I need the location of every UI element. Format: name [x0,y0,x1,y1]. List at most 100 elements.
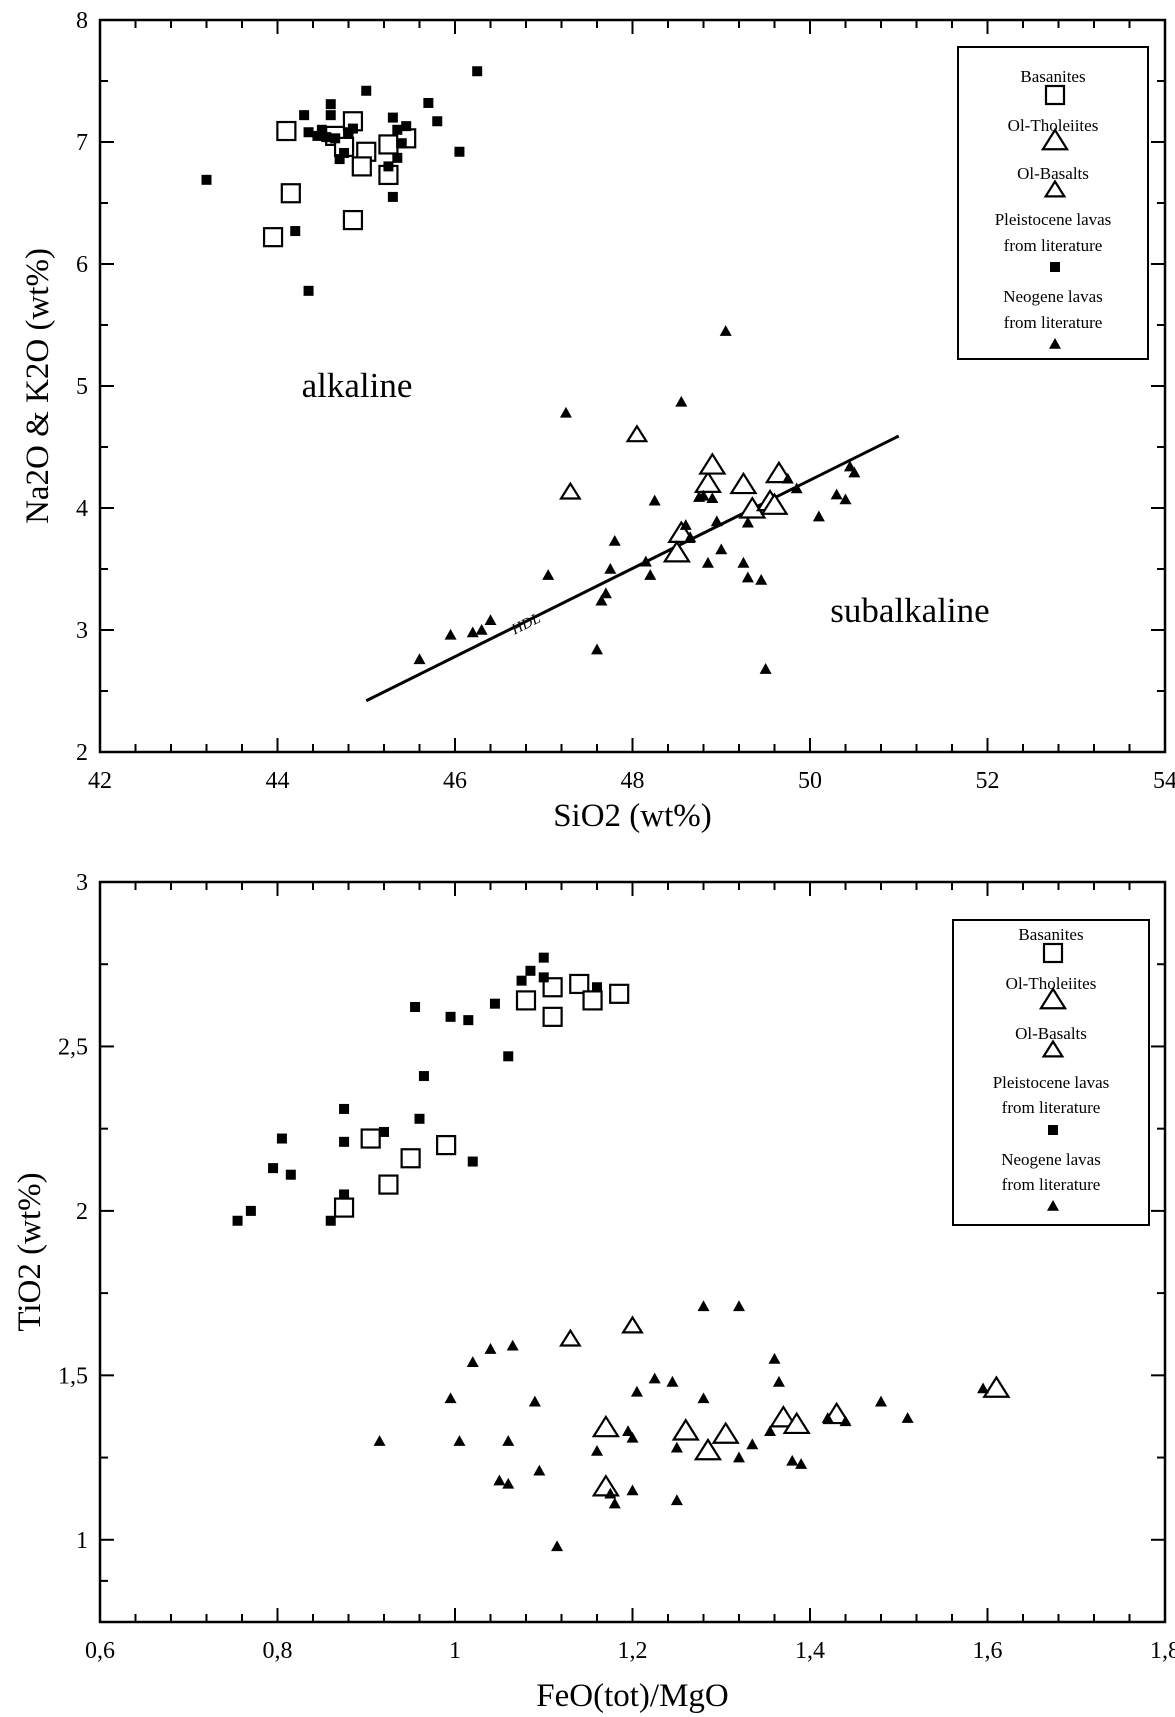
hdl-line [365,434,900,703]
x-tick-label: 48 [621,768,645,794]
data-point-filled-triangle [670,1494,683,1506]
x-tick-label: 46 [443,768,467,794]
data-point-filled-square [432,116,443,127]
data-point-filled-square [245,1205,256,1216]
legend-marker-open-square [1044,84,1066,106]
legend-label: Pleistocene lavas from literature [993,1073,1110,1117]
x-axis-title: FeO(tot)/MgO [536,1678,729,1714]
x-tick-label: 42 [88,768,112,794]
data-point-filled-triangle [502,1477,515,1489]
legend-marker-open-triangle-small [1041,1039,1065,1058]
data-point-filled-square [347,123,358,134]
data-point-filled-square [303,285,314,296]
data-point-filled-triangle [706,492,719,504]
data-point-open-square [582,990,603,1011]
data-point-filled-square [379,1126,389,1137]
legend-label: Ol-Basalts [1015,1024,1087,1043]
data-point-filled-triangle [701,556,714,568]
data-point-open-triangle [711,1421,740,1444]
y-tick-label: 3 [76,618,88,644]
data-point-filled-triangle [697,1300,710,1312]
data-point-open-square [569,973,590,995]
y-tick-label: 2 [76,1199,88,1225]
data-point-filled-triangle [733,1451,745,1463]
data-point-filled-triangle [772,1375,785,1387]
data-point-filled-triangle [812,510,825,522]
data-point-filled-square [538,952,549,963]
data-point-filled-square [489,998,500,1009]
data-point-filled-triangle [675,395,688,407]
legend: Basanites Ol-Tholeiites Ol-Basalts Pleistoc… [957,46,1149,360]
data-point-filled-triangle [453,1435,466,1446]
data-point-filled-square [303,127,314,138]
data-point-filled-square [401,121,412,132]
data-point-filled-triangle [710,515,723,527]
data-point-filled-square [321,132,332,143]
y-tick-label: 2 [76,740,88,766]
data-point-filled-triangle [830,488,843,500]
x-tick-label: 44 [266,768,290,794]
data-point-filled-triangle [551,1540,564,1552]
data-point-filled-square [330,133,341,144]
legend-marker-open-square [1042,942,1064,964]
data-point-filled-triangle [741,516,754,528]
data-point-filled-triangle [670,1441,683,1453]
data-point-open-triangle [693,1437,723,1461]
data-point-filled-triangle [644,569,657,580]
data-point-filled-triangle [684,531,697,543]
data-point-filled-triangle [875,1395,887,1407]
legend-marker-filled-square [1050,262,1060,272]
data-point-filled-triangle [977,1382,990,1394]
legend-box [952,919,1150,1226]
x-tick-label: 1,4 [795,1638,825,1664]
data-point-open-square [342,209,364,231]
data-point-filled-square [268,1163,279,1174]
data-point-filled-square [312,130,323,141]
data-point-open-triangle-small [559,481,582,500]
data-point-filled-triangle [595,594,608,606]
data-point-filled-triangle [608,534,621,546]
data-point-filled-triangle [848,466,861,478]
data-point-filled-square [299,110,310,121]
y-tick-label: 4 [76,496,88,522]
data-point-filled-square [334,154,345,165]
data-point-filled-triangle [444,1392,457,1404]
data-point-filled-triangle [466,1356,479,1367]
legend-marker-filled-triangle [1049,338,1061,349]
data-point-filled-triangle [475,624,488,635]
data-point-filled-triangle [697,489,710,501]
y-tick-label: 7 [76,130,88,156]
data-point-filled-square [201,174,212,185]
data-point-filled-square [325,1215,336,1226]
x-tick-label: 0,6 [85,1638,115,1664]
data-point-open-square [378,134,399,155]
data-point-filled-triangle [764,1425,777,1437]
data-point-filled-triangle [666,1375,679,1387]
x-tick-label: 1,6 [973,1638,1003,1664]
data-point-filled-triangle [790,482,803,494]
data-point-open-triangle [591,1414,620,1438]
data-point-filled-triangle [559,406,572,418]
data-point-filled-triangle [493,1474,506,1486]
x-tick-label: 1,8 [1150,1638,1175,1664]
data-point-filled-triangle [591,1444,603,1456]
alkali-silica-chart: 42 44 46 48 50 52 54 2 3 4 5 6 7 8 SiO2 (wt%) Na2O & K2… [20,8,1175,834]
data-point-filled-triangle [608,1497,621,1509]
data-point-filled-triangle [604,563,617,574]
data-point-filled-triangle [901,1412,914,1423]
data-point-filled-triangle [843,460,856,472]
legend-label: Ol-Tholeiites [1008,116,1099,135]
data-point-filled-square [361,85,372,96]
data-point-filled-square [339,1189,350,1200]
data-point-filled-triangle [599,587,612,599]
data-point-open-triangle [729,471,758,495]
data-point-filled-square [339,1103,350,1114]
legend-label: Neogene lavas from literature [1003,287,1103,332]
x-tick-label: 1,2 [618,1638,648,1664]
data-point-filled-square [525,965,536,976]
data-point-filled-square [445,1011,456,1022]
data-point-filled-square [392,124,403,135]
data-point-filled-triangle [781,472,794,484]
data-point-open-triangle-small [559,1328,582,1347]
data-point-filled-triangle [759,663,772,674]
